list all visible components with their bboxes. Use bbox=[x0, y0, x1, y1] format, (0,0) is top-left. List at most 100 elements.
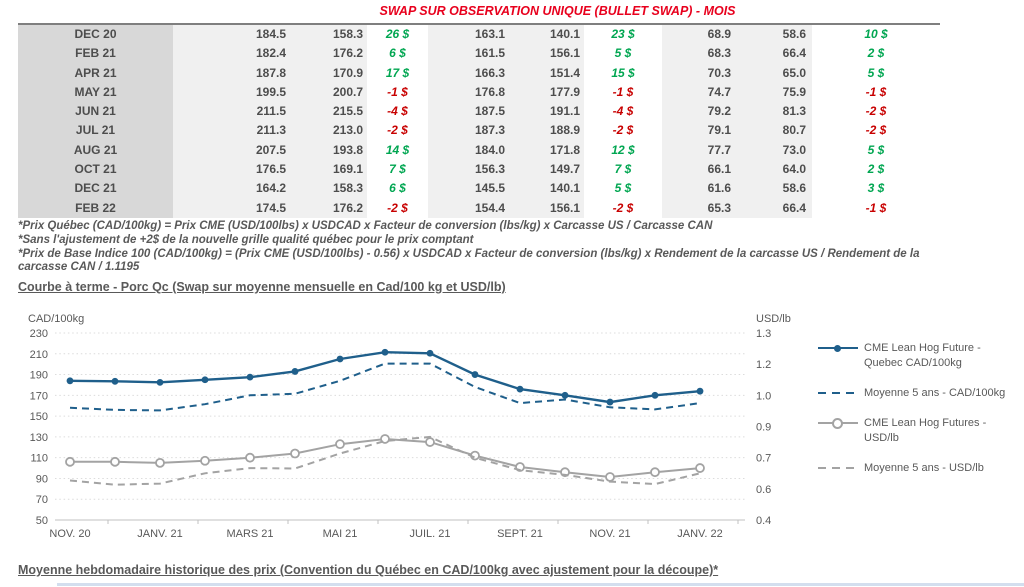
legend-label: Moyenne 5 ans - USD/lb bbox=[864, 462, 984, 474]
value-cell: 61.6 bbox=[662, 179, 737, 199]
right-axis-title: USD/lb bbox=[756, 313, 791, 325]
value-cell: 187.3 bbox=[428, 121, 509, 141]
line-marker-sample-icon bbox=[818, 342, 858, 354]
data-point bbox=[426, 349, 434, 357]
diff-cell: 2 $ bbox=[812, 160, 940, 180]
diff-cell: 6 $ bbox=[367, 44, 428, 64]
value-cell: 156.3 bbox=[428, 160, 509, 180]
diff-cell: -1 $ bbox=[584, 82, 662, 103]
table-row: FEB 21 182.4 176.2 6 $161.5 156.1 5 $68.3 66.4… bbox=[18, 44, 940, 64]
diff-cell: 17 $ bbox=[367, 63, 428, 83]
value-cell: 166.3 bbox=[428, 63, 509, 83]
value-cell: 58.6 bbox=[737, 179, 812, 199]
forward-curve-heading: Courbe à terme - Porc Qc (Swap sur moyen… bbox=[18, 280, 506, 294]
table-row: AUG 21 207.5 193.8 14 $184.0 171.8 12 $77.7 73… bbox=[18, 140, 940, 161]
data-point bbox=[696, 387, 704, 395]
legend-item: Moyenne 5 ans - USD/lb bbox=[818, 461, 1014, 476]
data-point bbox=[605, 472, 615, 482]
table-row: JUL 21 211.3 213.0 -2 $187.3 188.9 -2 $79.1 80… bbox=[18, 121, 940, 141]
right-axis-tick: 0.7 bbox=[756, 453, 771, 465]
diff-cell: -4 $ bbox=[367, 102, 428, 122]
left-axis-tick: 150 bbox=[30, 411, 48, 423]
value-cell: 176.5 bbox=[173, 160, 290, 180]
data-point bbox=[606, 398, 614, 406]
month-cell: OCT 21 bbox=[18, 160, 173, 180]
diff-cell: 26 $ bbox=[367, 25, 428, 45]
diff-cell: -2 $ bbox=[367, 198, 428, 218]
diff-cell: 2 $ bbox=[812, 44, 940, 64]
value-cell: 182.4 bbox=[173, 44, 290, 64]
table-row: APR 21 187.8 170.9 17 $166.3 151.4 15 $70.3 65… bbox=[18, 63, 940, 83]
right-axis-tick: 1.2 bbox=[756, 359, 771, 371]
diff-cell: 7 $ bbox=[367, 160, 428, 180]
dashed-line-sample-icon bbox=[818, 462, 858, 474]
value-cell: 187.5 bbox=[428, 102, 509, 122]
value-cell: 58.6 bbox=[737, 25, 812, 45]
value-cell: 156.1 bbox=[509, 44, 584, 64]
value-cell: 184.0 bbox=[428, 140, 509, 161]
value-cell: 64.0 bbox=[737, 160, 812, 180]
data-point bbox=[201, 376, 209, 384]
value-cell: 158.3 bbox=[290, 25, 367, 45]
left-axis-tick: 170 bbox=[30, 390, 48, 402]
value-cell: 140.1 bbox=[509, 25, 584, 45]
left-axis-tick: 130 bbox=[30, 432, 48, 444]
value-cell: 77.7 bbox=[662, 140, 737, 161]
diff-cell: 12 $ bbox=[584, 140, 662, 161]
month-cell: APR 21 bbox=[18, 63, 173, 83]
x-axis-label: NOV. 20 bbox=[49, 528, 90, 540]
swap-table: DEC 20 184.5 158.3 26 $163.1 140.1 23 $68.9 58… bbox=[18, 23, 940, 218]
line-marker-sample-icon bbox=[818, 417, 858, 429]
table-row: DEC 21 164.2 158.3 6 $145.5 140.1 5 $61.6 58.6… bbox=[18, 179, 940, 199]
right-axis-tick: 0.9 bbox=[756, 422, 771, 434]
value-cell: 65.3 bbox=[662, 198, 737, 218]
value-cell: 81.3 bbox=[737, 102, 812, 122]
value-cell: 174.5 bbox=[173, 198, 290, 218]
diff-cell: -2 $ bbox=[584, 198, 662, 218]
diff-cell: 15 $ bbox=[584, 63, 662, 83]
diff-cell: -1 $ bbox=[812, 198, 940, 218]
value-cell: 68.3 bbox=[662, 44, 737, 64]
diff-cell: 23 $ bbox=[584, 25, 662, 45]
value-cell: 177.9 bbox=[509, 82, 584, 103]
table-row: FEB 22 174.5 176.2 -2 $154.4 156.1 -2 $65.3 66… bbox=[18, 198, 940, 218]
value-cell: 188.9 bbox=[509, 121, 584, 141]
data-point bbox=[156, 378, 164, 386]
value-cell: 73.0 bbox=[737, 140, 812, 161]
next-section-divider bbox=[57, 583, 1024, 586]
value-cell: 161.5 bbox=[428, 44, 509, 64]
month-cell: JUL 21 bbox=[18, 121, 173, 141]
right-axis-tick: 1.3 bbox=[756, 328, 771, 340]
data-point bbox=[650, 467, 660, 478]
value-cell: 187.8 bbox=[173, 63, 290, 83]
data-point bbox=[66, 377, 74, 385]
diff-cell: 5 $ bbox=[584, 179, 662, 199]
value-cell: 211.3 bbox=[173, 121, 290, 141]
value-cell: 215.5 bbox=[290, 102, 367, 122]
series-line bbox=[69, 350, 701, 404]
value-cell: 164.2 bbox=[173, 179, 290, 199]
month-cell: DEC 20 bbox=[18, 25, 173, 45]
value-cell: 163.1 bbox=[428, 25, 509, 45]
data-point bbox=[336, 355, 344, 363]
chart-svg: 230 210 190 170 150 130 110 90 70 50 1.3 1.2 1.0 0.9 0… bbox=[28, 313, 791, 540]
value-cell: 199.5 bbox=[173, 82, 290, 103]
legend-label: CME Lean Hog Future - Quebec CAD/100kg bbox=[864, 342, 981, 369]
value-cell: 80.7 bbox=[737, 121, 812, 141]
x-axis-label: MAI 21 bbox=[323, 528, 358, 540]
footnote-line: *Prix Québec (CAD/100kg) = Prix CME (USD… bbox=[18, 220, 713, 232]
left-axis-tick: 110 bbox=[30, 453, 48, 465]
value-cell: 200.7 bbox=[290, 82, 367, 103]
table-row: MAY 21 199.5 200.7 -1 $176.8 177.9 -1 $74.7 75… bbox=[18, 82, 940, 103]
value-cell: 145.5 bbox=[428, 179, 509, 199]
diff-cell: 5 $ bbox=[584, 44, 662, 64]
value-cell: 176.2 bbox=[290, 198, 367, 218]
month-cell: JUN 21 bbox=[18, 102, 173, 122]
data-point bbox=[425, 437, 435, 447]
legend-label: Moyenne 5 ans - CAD/100kg bbox=[864, 387, 1006, 399]
page-title: SWAP SUR OBSERVATION UNIQUE (BULLET SWAP… bbox=[379, 4, 736, 18]
dashed-line-sample-icon bbox=[818, 387, 858, 399]
value-cell: 207.5 bbox=[173, 140, 290, 161]
footnote-line: *Prix de Base Indice 100 (CAD/100kg) = (… bbox=[18, 247, 920, 260]
diff-cell: 6 $ bbox=[367, 179, 428, 199]
